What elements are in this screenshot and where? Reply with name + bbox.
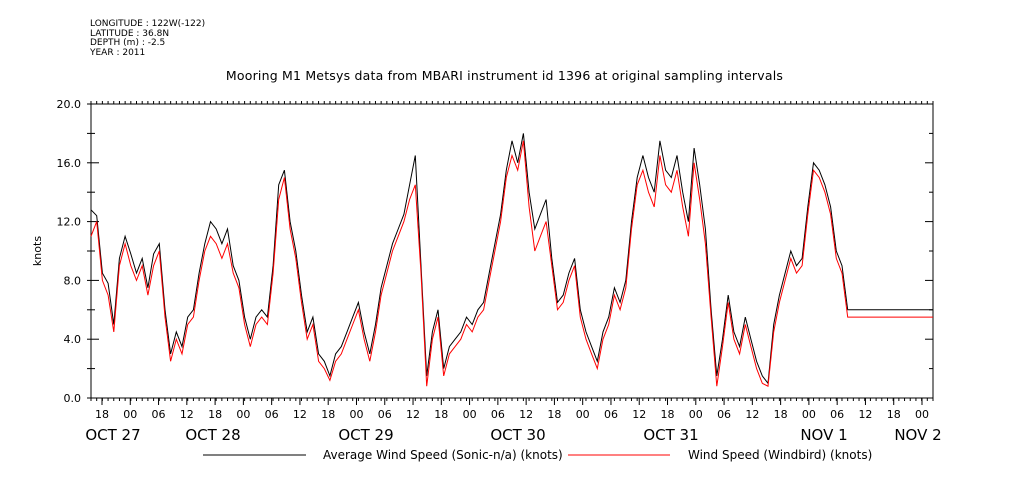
x-tick-label: 12 <box>632 408 646 421</box>
x-tick-label: 06 <box>265 408 279 421</box>
x-tick-label: 00 <box>802 408 816 421</box>
x-tick-label: 00 <box>236 408 250 421</box>
x-date-label: NOV 1 <box>800 426 847 444</box>
x-date-label: OCT 27 <box>85 426 140 444</box>
y-tick-label: 16.0 <box>57 157 82 170</box>
x-date-label: OCT 31 <box>643 426 698 444</box>
x-tick-label: 12 <box>406 408 420 421</box>
chart-legend: Average Wind Speed (Sonic-n/a) (knots) Wi… <box>203 448 872 462</box>
x-tick-label: 06 <box>152 408 166 421</box>
series-line-windbird <box>90 140 933 387</box>
x-date-label: OCT 29 <box>338 426 393 444</box>
x-tick-label: 06 <box>604 408 618 421</box>
x-tick-label: 00 <box>689 408 703 421</box>
x-tick-label: 00 <box>576 408 590 421</box>
chart-title: Mooring M1 Metsys data from MBARI instru… <box>225 68 784 83</box>
x-tick-label: 00 <box>915 408 929 421</box>
series-line-sonic <box>90 133 933 385</box>
x-tick-label: 18 <box>321 408 335 421</box>
x-tick-label: 12 <box>180 408 194 421</box>
x-tick-label: 18 <box>95 408 109 421</box>
y-tick-label: 20.0 <box>57 98 82 111</box>
legend-label-windbird: Wind Speed (Windbird) (knots) <box>688 448 872 462</box>
x-tick-label: 06 <box>717 408 731 421</box>
y-tick-label: 4.0 <box>64 333 82 346</box>
x-tick-label: 18 <box>661 408 675 421</box>
x-tick-label: 06 <box>830 408 844 421</box>
x-tick-label: 06 <box>491 408 505 421</box>
chart-series <box>90 133 933 387</box>
x-tick-label: 12 <box>519 408 533 421</box>
x-date-label: OCT 28 <box>185 426 240 444</box>
depth-label: DEPTH (m) : -2.5 <box>90 38 166 48</box>
y-tick-label: 12.0 <box>57 216 82 229</box>
year-label: YEAR : 2011 <box>90 47 146 58</box>
x-tick-label: 18 <box>208 408 222 421</box>
legend-label-sonic: Average Wind Speed (Sonic-n/a) (knots) <box>323 448 563 462</box>
x-tick-label: 18 <box>887 408 901 421</box>
y-axis-label: knots <box>31 236 44 266</box>
x-tick-label: 00 <box>123 408 137 421</box>
x-date-label: NOV 2 <box>894 426 941 444</box>
x-tick-label: 00 <box>349 408 363 421</box>
chart-axes <box>87 101 934 405</box>
x-tick-label: 12 <box>745 408 759 421</box>
x-tick-label: 18 <box>434 408 448 421</box>
x-date-label: OCT 30 <box>490 426 545 444</box>
x-tick-label: 18 <box>547 408 561 421</box>
chart-labels: 0.0 4.0 8.0 12.0 16.0 20.0 knots 18 00 06 12 18 00 06… <box>31 98 942 444</box>
plot-frame <box>90 103 934 399</box>
x-tick-label: 18 <box>774 408 788 421</box>
latitude-label: LATITUDE : 36.8N <box>90 28 170 39</box>
x-tick-label: 00 <box>463 408 477 421</box>
longitude-label: LONGITUDE : 122W(-122) <box>90 19 206 29</box>
x-tick-label: 12 <box>858 408 872 421</box>
x-tick-label: 12 <box>293 408 307 421</box>
x-tick-label: 06 <box>378 408 392 421</box>
header-metadata: LONGITUDE : 122W(-122) LATITUDE : 36.8N … <box>90 19 206 58</box>
y-tick-label: 8.0 <box>64 274 82 287</box>
y-tick-label: 0.0 <box>64 392 82 405</box>
